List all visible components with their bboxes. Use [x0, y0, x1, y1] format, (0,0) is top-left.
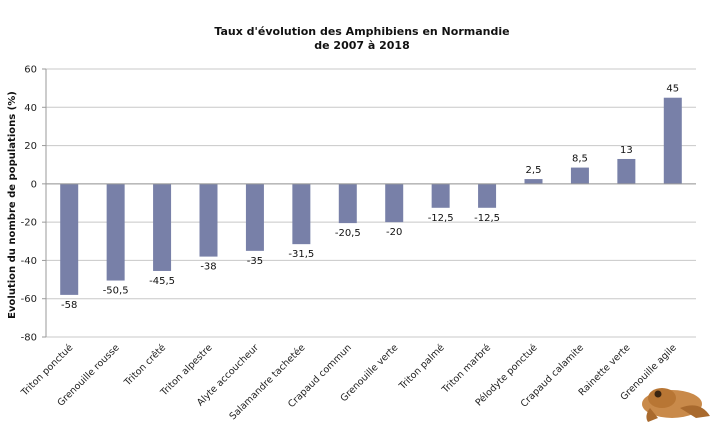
y-tick-label: 60	[24, 65, 37, 76]
chart-title-line-2: de 2007 à 2018	[314, 39, 409, 52]
bar	[524, 179, 543, 184]
bar	[570, 167, 589, 184]
bars	[46, 97, 696, 295]
data-label: -12,5	[474, 213, 500, 224]
y-axis-label: Evolution du nombre de populations (%)	[7, 91, 18, 319]
data-label: -20	[386, 227, 402, 238]
bar	[60, 183, 79, 295]
data-label: -58	[61, 300, 77, 311]
data-label: 13	[620, 145, 633, 156]
category-label: Salamandre tachetée	[228, 342, 308, 422]
y-tick-label: 0	[31, 179, 37, 190]
data-label: 2,5	[526, 165, 542, 176]
frog-icon	[642, 388, 710, 422]
category-label: Triton palmé	[396, 342, 446, 392]
data-label: 8,5	[572, 154, 588, 165]
y-tick-label: -80	[21, 333, 37, 344]
bar	[199, 183, 218, 257]
bar	[431, 183, 450, 208]
bar	[385, 183, 404, 223]
data-label: -35	[247, 256, 263, 267]
y-tick-labels: 60 40 20 0 -20 -40 -60 -80	[21, 65, 37, 344]
y-tick-label: -60	[21, 294, 37, 305]
bar	[338, 183, 357, 224]
data-label: -12,5	[428, 213, 454, 224]
data-label: -20,5	[335, 228, 361, 239]
category-label: Triton crêté	[122, 342, 169, 389]
bar	[106, 183, 125, 281]
data-label: -31,5	[288, 249, 314, 260]
gridlines	[42, 68, 696, 338]
bar	[617, 158, 636, 184]
data-label: -38	[200, 262, 216, 273]
bar	[245, 183, 264, 251]
y-tick-label: 40	[24, 103, 37, 114]
data-label: -45,5	[149, 276, 175, 287]
y-tick-label: -40	[21, 256, 37, 267]
y-tick-label: 20	[24, 141, 37, 152]
data-label: -50,5	[103, 286, 129, 297]
chart-title-line-1: Taux d'évolution des Amphibiens en Norma…	[214, 25, 509, 38]
bar	[663, 97, 682, 184]
bar	[292, 183, 311, 245]
bar	[153, 183, 172, 271]
data-label: 45	[666, 84, 679, 95]
y-tick-label: -20	[21, 218, 37, 229]
data-labels: -58 -50,5 -45,5 -38 -35 -31,5 -20,5 -20 -12,5 -12…	[61, 84, 679, 311]
bar	[478, 183, 497, 208]
